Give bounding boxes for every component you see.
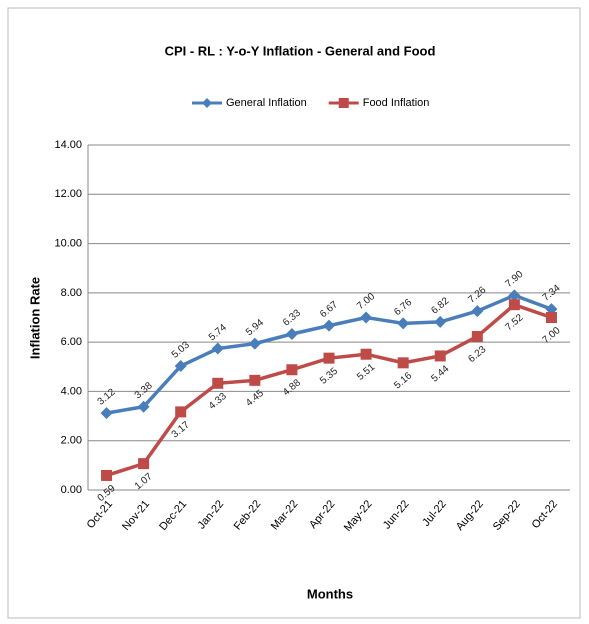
marker (137, 400, 150, 413)
marker (248, 337, 261, 350)
x-axis-title: Months (307, 586, 353, 601)
marker (508, 299, 520, 311)
marker (249, 374, 261, 386)
marker (471, 305, 484, 318)
marker (360, 348, 372, 360)
marker (508, 289, 521, 302)
marker (174, 360, 187, 373)
y-tick-label: 10.00 (54, 237, 82, 249)
y-axis-title: Inflation Rate (27, 277, 42, 359)
legend-label: Food Inflation (363, 97, 430, 109)
marker (100, 407, 113, 420)
legend-label: General Inflation (226, 97, 307, 109)
marker (211, 342, 224, 355)
marker (545, 312, 557, 323)
y-tick-label: 8.00 (61, 287, 82, 299)
y-tick-label: 12.00 (54, 188, 82, 200)
marker (360, 311, 373, 324)
chart-title: CPI - RL : Y-o-Y Inflation - General and… (165, 43, 436, 58)
marker (397, 317, 410, 330)
marker (175, 406, 187, 418)
marker (138, 458, 150, 470)
marker (212, 377, 224, 389)
marker (471, 330, 483, 342)
marker (323, 352, 335, 364)
marker (397, 357, 409, 369)
legend-marker (338, 98, 349, 108)
marker (434, 315, 447, 328)
y-tick-label: 2.00 (61, 435, 82, 447)
legend-marker (202, 98, 212, 108)
marker (323, 319, 335, 332)
y-tick-label: 0.00 (61, 484, 82, 496)
chart-border (7, 7, 581, 619)
marker (286, 364, 298, 376)
y-tick-label: 4.00 (61, 385, 82, 397)
marker (434, 350, 446, 362)
y-tick-label: 14.00 (54, 139, 82, 151)
marker (101, 469, 113, 481)
y-tick-label: 6.00 (61, 336, 82, 348)
marker (285, 328, 298, 341)
